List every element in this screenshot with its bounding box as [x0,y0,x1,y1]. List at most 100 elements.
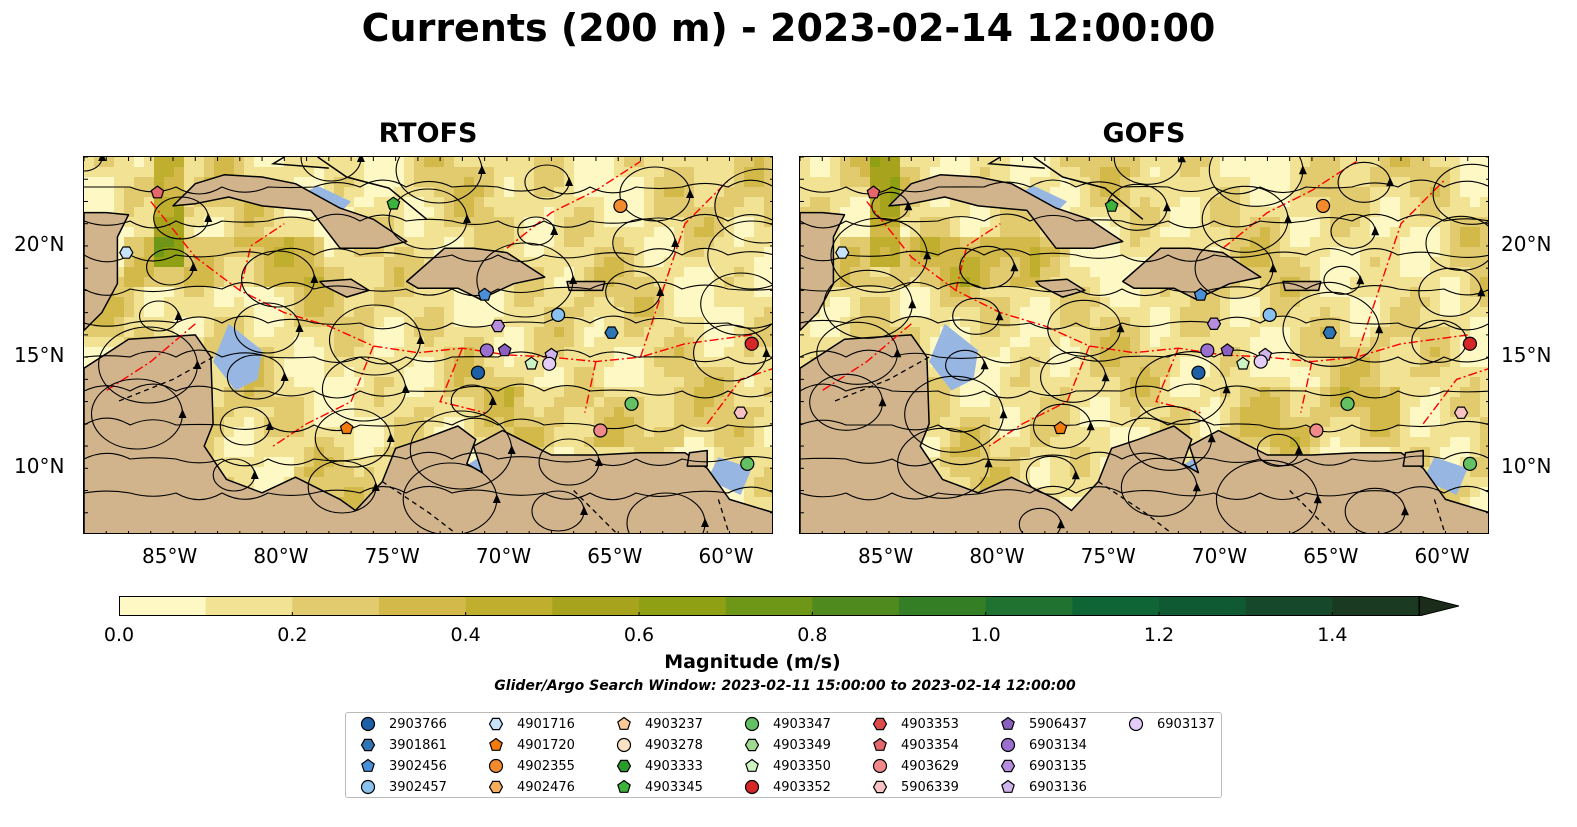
float-marker-4903629[interactable] [593,423,608,438]
float-marker-4903345[interactable] [1104,198,1119,212]
legend-item: 6903135 [1000,756,1087,776]
float-marker-4903352[interactable] [1462,336,1478,351]
circle-marker-icon [872,758,888,774]
float-marker-4902355[interactable] [1315,198,1331,214]
float-marker-5906339[interactable] [733,406,748,419]
legend-label: 6903136 [1029,779,1087,795]
legend-item: 3901861 [360,735,447,755]
lon-tick-label-rtofs: 75°W [364,544,420,568]
float-marker-3902457[interactable] [1262,307,1277,322]
float-marker-5906437[interactable] [1220,343,1235,357]
legend-item: 4903353 [872,714,959,734]
float-marker-6903137[interactable] [1253,354,1268,369]
float-marker-4903350[interactable] [524,356,539,370]
legend-label: 4903352 [773,779,831,795]
float-marker-4903347[interactable] [624,396,639,411]
legend-label: 6903137 [1157,716,1215,732]
legend-label: 4903278 [645,737,703,753]
float-marker-6903134[interactable] [1200,343,1215,358]
float-marker-4901720[interactable] [339,421,354,435]
float-marker-4901716[interactable] [119,246,134,259]
map-panel-rtofs[interactable] [83,156,773,534]
lon-tick-label-rtofs: 65°W [587,544,643,568]
float-marker-3901861[interactable] [1322,326,1337,339]
float-marker-5906339[interactable] [1453,406,1469,419]
colorbar-tick-label: 1.4 [1317,624,1348,646]
legend-item: 4903354 [872,735,959,755]
hexagon-marker-icon [488,780,504,794]
float-marker-4901716[interactable] [835,246,850,259]
float-marker-4903354[interactable] [866,185,881,199]
float-marker-6903135[interactable] [490,319,506,333]
float-marker-4903345[interactable] [386,196,401,210]
legend-item: 2903766 [360,714,447,734]
float-marker-4903347[interactable] [1340,396,1355,411]
legend-item: 4903345 [616,777,703,797]
lat-tick-label-gofs: 20°N [1501,231,1552,256]
float-marker-4903354[interactable] [150,185,165,199]
colorbar-title: Magnitude (m/s) [664,651,841,673]
circle-marker-icon [488,758,504,774]
legend-item: 6903134 [1000,735,1087,755]
legend-item: 4903349 [744,735,831,755]
float-marker-6903135[interactable] [1206,317,1222,330]
circle-marker-icon [360,779,376,795]
colorbar-tick-label: 1.2 [1143,624,1175,646]
float-marker-3902456[interactable] [477,287,492,301]
float-marker-4903347[interactable] [740,456,755,471]
float-marker-3902457[interactable] [550,307,566,322]
map-panel-gofs[interactable] [799,156,1489,534]
float-marker-5906437[interactable] [497,343,512,357]
legend-item: 4901716 [488,714,575,734]
lat-tick-label-gofs: 15°N [1501,343,1552,368]
pentagon-marker-icon [745,758,759,772]
legend-label: 4903347 [773,716,831,732]
colorbar-tick-label: 0.2 [277,624,308,646]
float-marker-6903134[interactable] [479,343,494,358]
legend-label: 4901720 [517,737,575,753]
float-marker-4901720[interactable] [1053,421,1068,435]
legend-label: 3902456 [389,758,447,774]
float-marker-6903137[interactable] [542,356,557,371]
float-marker-4902355[interactable] [613,198,628,214]
lon-tick-label-rtofs: 85°W [142,544,198,568]
figure-title: Currents (200 m) - 2023-02-14 12:00:00 [361,6,1216,50]
pentagon-marker-icon [1001,716,1015,730]
pentagon-marker-icon [617,779,631,793]
legend-label: 4903354 [901,737,959,753]
legend-item: 5906437 [1000,714,1087,734]
float-legend: 2903766 3901861 3902456 3902457 4901716 49017… [345,712,1222,798]
float-marker-4903352[interactable] [744,336,759,351]
lat-tick-label-rtofs: 10°N [14,454,65,479]
legend-item: 4903278 [616,735,703,755]
float-marker-4903629[interactable] [1309,423,1324,438]
float-marker-4903347[interactable] [1462,456,1478,471]
legend-label: 4902355 [517,758,575,774]
circle-marker-icon [1128,716,1144,732]
hexagon-marker-icon [872,717,888,731]
legend-item: 6903137 [1128,714,1215,734]
legend-label: 4903353 [901,716,959,732]
legend-label: 5906437 [1029,716,1087,732]
lon-tick-label-gofs: 80°W [969,544,1025,568]
float-marker-4903350[interactable] [1236,356,1250,370]
panel-title-gofs: GOFS [1102,118,1186,149]
float-marker-2903766[interactable] [470,365,486,380]
legend-label: 4903345 [645,779,703,795]
pentagon-marker-icon [361,758,375,772]
map-gofs-svg [800,157,1488,533]
lon-tick-label-gofs: 70°W [1191,544,1248,568]
hexagon-marker-icon [616,759,632,773]
float-marker-3901861[interactable] [604,326,619,339]
float-marker-2903766[interactable] [1191,365,1206,380]
pentagon-marker-icon [1001,779,1015,793]
legend-label: 5906339 [901,779,959,795]
legend-label: 4903629 [901,758,959,774]
float-marker-3902456[interactable] [1193,287,1208,301]
hexagon-marker-icon [1000,759,1016,773]
lat-tick-label-rtofs: 20°N [14,231,65,256]
legend-label: 4902476 [517,779,575,795]
colorbar-tick-label: 0.8 [797,624,828,646]
circle-marker-icon [744,716,760,732]
hexagon-marker-icon [744,738,760,752]
